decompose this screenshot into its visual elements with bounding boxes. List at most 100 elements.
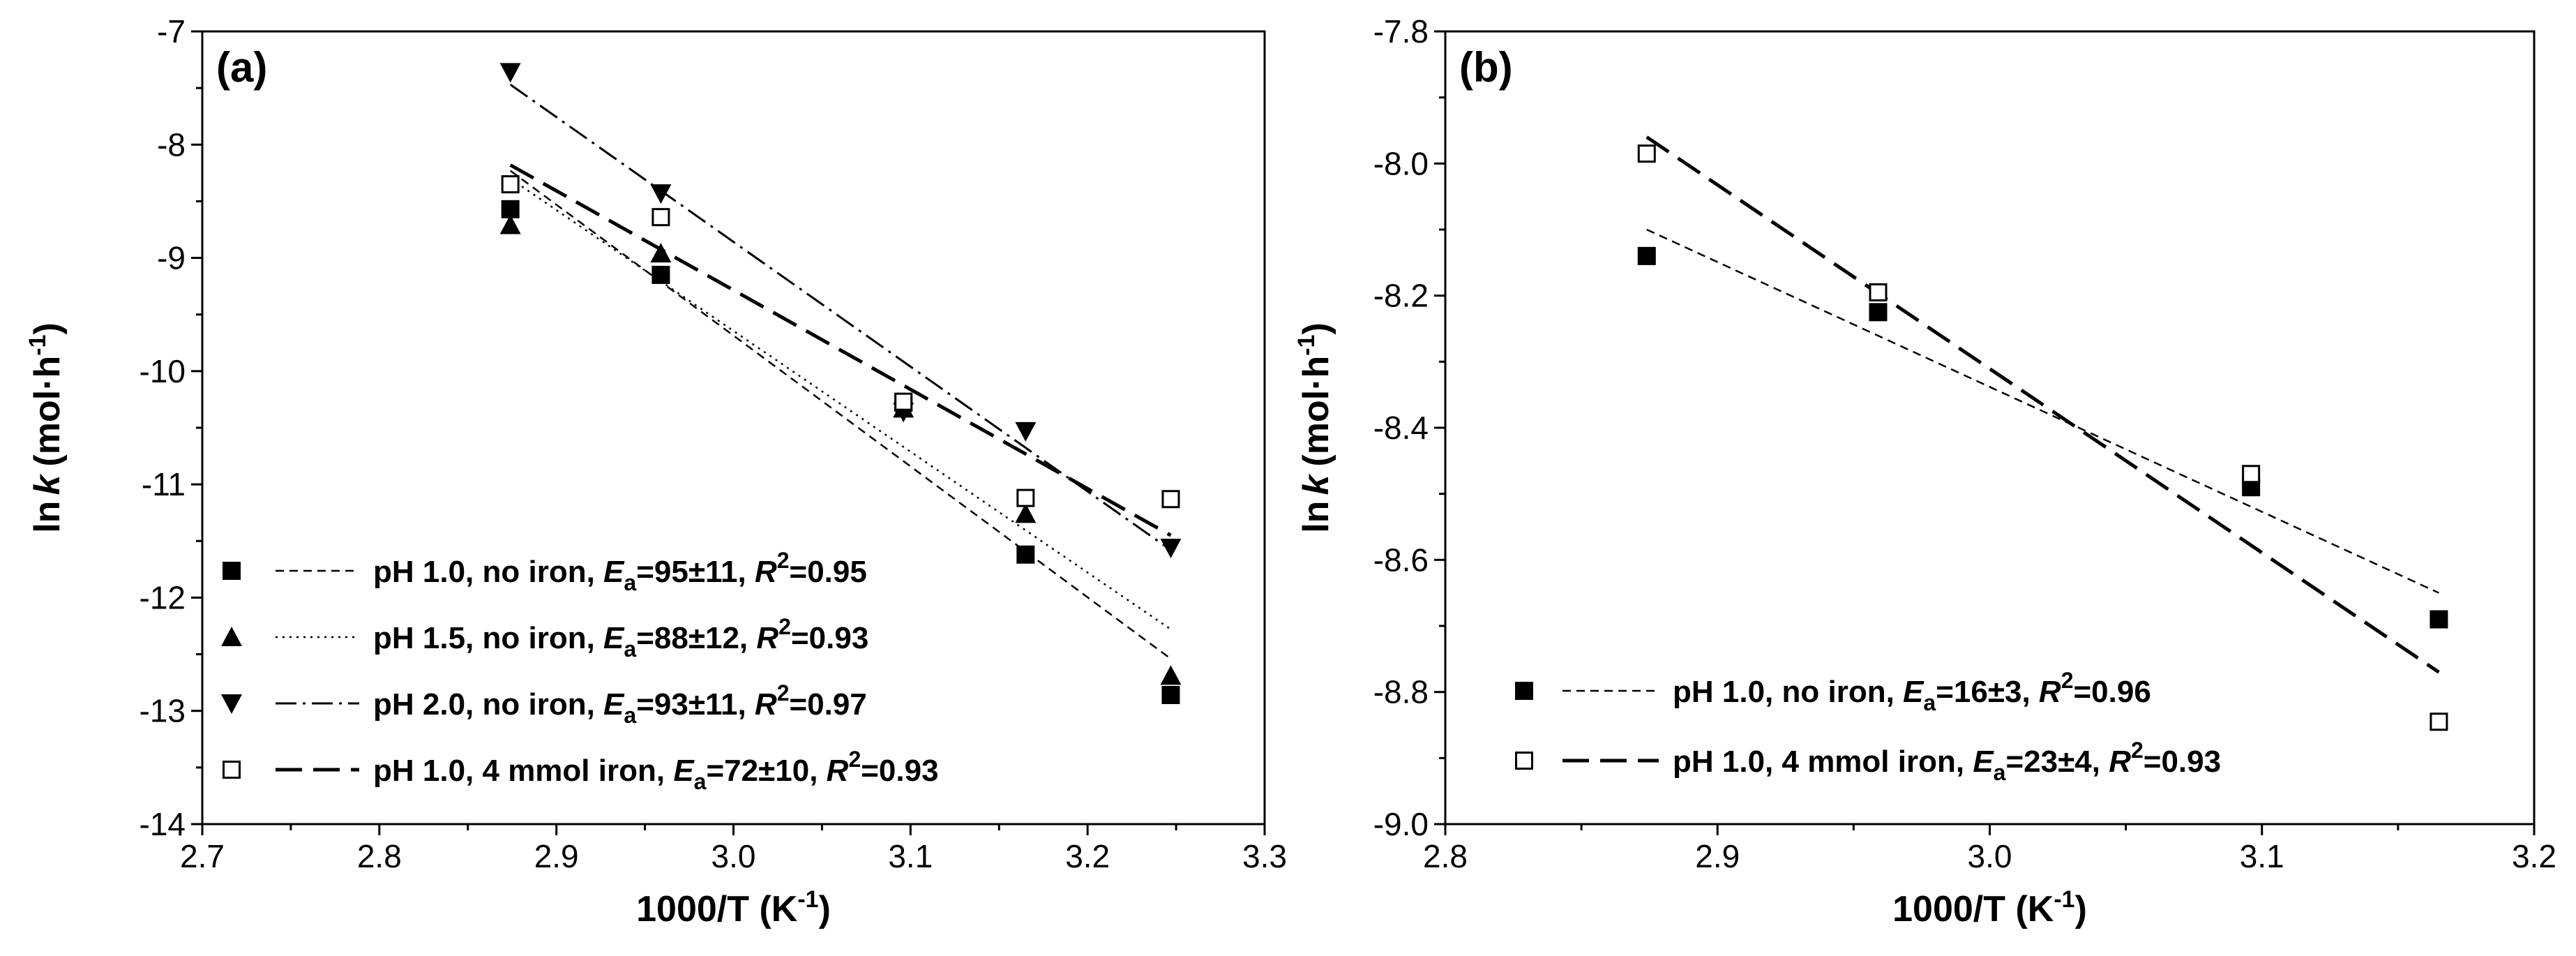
legend-ea-subscript: a <box>624 703 636 728</box>
legend-ea-symbol: E <box>603 687 625 722</box>
y-tick-label: -8.4 <box>1373 410 1429 446</box>
fit-line-series-1 <box>1646 228 2439 594</box>
legend-marker-1 <box>1515 682 1533 700</box>
y-axis-title-k: k <box>27 473 68 495</box>
legend-r2-value: =0.93 <box>861 754 938 788</box>
data-point-series-2 <box>2242 465 2261 484</box>
legend-ea-symbol: E <box>603 621 625 655</box>
y-axis-title-tail: ) <box>1296 322 1336 334</box>
x-tick-label: 3.2 <box>1065 838 1110 874</box>
y-axis-title-sup: -1 <box>1293 335 1320 356</box>
y-axis-title-unit: (mol·h <box>27 356 68 467</box>
x-axis-title-sup: -1 <box>797 886 818 913</box>
fit-line-series-2 <box>509 177 1172 630</box>
x-axis-title-sup: -1 <box>2054 886 2074 913</box>
panel-label: (b) <box>1459 44 1513 91</box>
data-point-series-1 <box>1161 685 1180 704</box>
legend-marker-4 <box>223 761 241 779</box>
legend-r2-sup: 2 <box>777 548 790 573</box>
x-tick-label: 3.1 <box>2240 838 2284 874</box>
legend-prefix: pH 1.0, 4 mmol iron, <box>1673 745 1973 779</box>
legend-r2-value: =0.95 <box>790 555 867 589</box>
data-point-series-1 <box>1869 303 1888 322</box>
fit-line-series-2 <box>1645 135 2440 674</box>
x-tick-label: 2.7 <box>180 838 225 874</box>
legend-r2-symbol: R <box>755 687 777 722</box>
data-point-series-2 <box>1015 503 1037 523</box>
x-tick-label: 2.9 <box>534 838 579 874</box>
legend-ea-value: =72±10, <box>706 754 826 788</box>
chart-panel-a: 2.7 2.8 2.9 3.0 3.1 3.2 3.3-7-8-9-10-11-12-13-… <box>24 13 1287 929</box>
y-tick-label: -13 <box>140 693 186 729</box>
legend-r2-sup: 2 <box>2131 738 2144 763</box>
data-point-series-2 <box>1637 144 1656 163</box>
legend-r2-value: =0.96 <box>2073 675 2151 709</box>
legend-ea-value: =16±3, <box>1936 675 2039 709</box>
y-axis-title-ln: ln <box>27 501 68 533</box>
x-tick-label: 3.1 <box>888 838 933 874</box>
x-axis-title: 1000/T (K-1) <box>636 886 831 929</box>
data-point-series-2 <box>1160 665 1182 685</box>
data-point-series-4 <box>1161 490 1180 509</box>
legend-marker-2 <box>221 627 242 646</box>
legend-label-2: pH 1.5, no iron, Ea=88±12, R2=0.93 <box>373 614 868 662</box>
legend-ea-value: =95±11, <box>636 555 755 589</box>
data-point-series-4 <box>501 175 520 194</box>
data-point-series-3 <box>650 184 672 204</box>
x-axis-title-text: 1000/T (K <box>1892 889 2054 929</box>
legend-ea-symbol: E <box>603 555 625 589</box>
legend-r2-sup: 2 <box>2061 668 2074 693</box>
y-tick-label: -9.0 <box>1373 806 1429 842</box>
x-tick-label: 3.3 <box>1242 838 1287 874</box>
legend-r2-symbol: R <box>2109 745 2131 779</box>
legend-r2-value: =0.97 <box>790 687 867 722</box>
chart-panel-b: 2.8 2.9 3.0 3.1 3.2 -7.8 -8.0 -8.2 -8.4 -8.6 -8.8 -… <box>1293 13 2556 929</box>
legend-label-3: pH 2.0, no iron, Ea=93±11, R2=0.97 <box>373 680 867 728</box>
legend-r2-value: =0.93 <box>791 621 868 655</box>
legend-ea-symbol: E <box>673 754 695 788</box>
legend-ea-symbol: E <box>1973 745 1994 779</box>
legend-r2-symbol: R <box>755 555 777 589</box>
y-axis-title-tail: ) <box>27 322 68 334</box>
x-axis-title-tail: ) <box>819 889 831 929</box>
x-tick-label: 3.0 <box>1968 838 2012 874</box>
data-point-series-3 <box>1160 539 1182 559</box>
legend-r2-sup: 2 <box>777 680 790 705</box>
panel-label: (a) <box>216 44 267 91</box>
y-axis-title-ln: ln <box>1296 501 1336 533</box>
legend-ea-subscript: a <box>1994 760 2006 785</box>
data-point-series-4 <box>651 208 670 227</box>
y-tick-label: -8.0 <box>1373 145 1429 181</box>
x-tick-label: 2.8 <box>357 838 402 874</box>
x-axis-title: 1000/T (K-1) <box>1892 886 2087 929</box>
fit-line-series-4 <box>509 163 1172 537</box>
data-point-series-4 <box>894 392 913 411</box>
legend-r2-value: =0.93 <box>2144 745 2221 779</box>
legend-prefix: pH 1.5, no iron, <box>373 621 603 655</box>
data-point-series-1 <box>651 265 670 284</box>
y-tick-label: -8.2 <box>1373 278 1429 314</box>
y-axis-title-sup: -1 <box>24 335 51 356</box>
legend-r2-symbol: R <box>2039 675 2061 709</box>
y-tick-label: -8 <box>157 126 186 163</box>
fit-line-series-1 <box>509 170 1172 660</box>
legend-prefix: pH 2.0, no iron, <box>373 687 603 722</box>
legend-prefix: pH 1.0, no iron, <box>373 555 603 589</box>
data-point-series-2 <box>499 214 521 234</box>
x-axis-title-tail: ) <box>2075 889 2087 929</box>
y-axis-title: ln k (mol·h-1) <box>24 322 68 533</box>
legend-label-2: pH 1.0, 4 mmol iron, Ea=23±4, R2=0.93 <box>1673 738 2221 785</box>
y-tick-label: -14 <box>140 806 186 842</box>
data-point-series-3 <box>499 63 521 83</box>
legend-ea-symbol: E <box>1903 675 1925 709</box>
legend-ea-subscript: a <box>1923 690 1936 715</box>
data-point-series-4 <box>1016 488 1035 507</box>
legend-r2-sup: 2 <box>848 747 861 772</box>
legend-label-1: pH 1.0, no iron, Ea=16±3, R2=0.96 <box>1673 668 2151 715</box>
legend-ea-value: =88±12, <box>636 621 756 655</box>
y-axis-title-unit: (mol·h <box>1296 356 1336 467</box>
data-point-series-2 <box>650 243 672 263</box>
x-tick-label: 2.9 <box>1695 838 1740 874</box>
legend-marker-2 <box>1515 752 1533 770</box>
